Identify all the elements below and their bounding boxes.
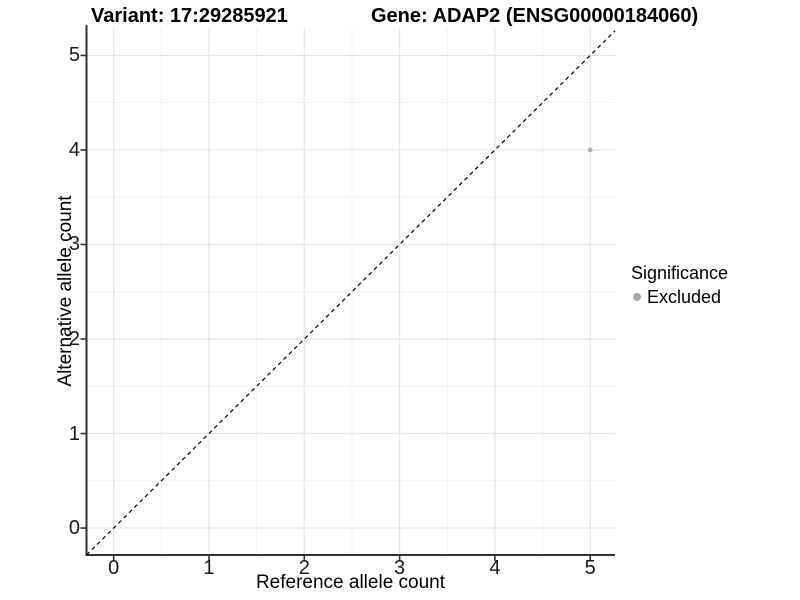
x-axis-label: Reference allele count [255,572,446,593]
x-tick-label: 1 [203,557,215,579]
legend-marker-dot [633,293,641,301]
x-tick-label: 0 [108,557,120,579]
y-axis-label: Alternative allele count [55,195,76,387]
y-tick-label: 2 [68,328,80,350]
legend-item-label: Excluded [647,287,722,307]
y-tick-label: 3 [68,233,80,256]
y-tick-label: 0 [68,517,80,540]
data-point [587,147,593,153]
legend: Significance Excluded [631,262,728,308]
x-tick-label: 2 [298,557,310,579]
plot-title-gene: Gene: ADAP2 (ENSG00000184060) [371,5,699,27]
legend-title: Significance [631,263,729,283]
x-tick-label: 3 [394,557,406,579]
y-tick-label: 4 [68,138,80,161]
plot-title-variant: Variant: 17:29285921 [91,5,288,27]
legend-item-excluded: Excluded [631,286,728,308]
x-tick-label: 4 [489,557,501,579]
y-tick-label: 1 [68,422,80,445]
identity-dashed-line [86,30,616,556]
x-tick-label: 5 [584,557,596,579]
y-tick-label: 5 [68,44,80,67]
